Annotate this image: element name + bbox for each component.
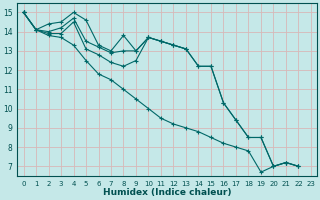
X-axis label: Humidex (Indice chaleur): Humidex (Indice chaleur)	[103, 188, 231, 197]
